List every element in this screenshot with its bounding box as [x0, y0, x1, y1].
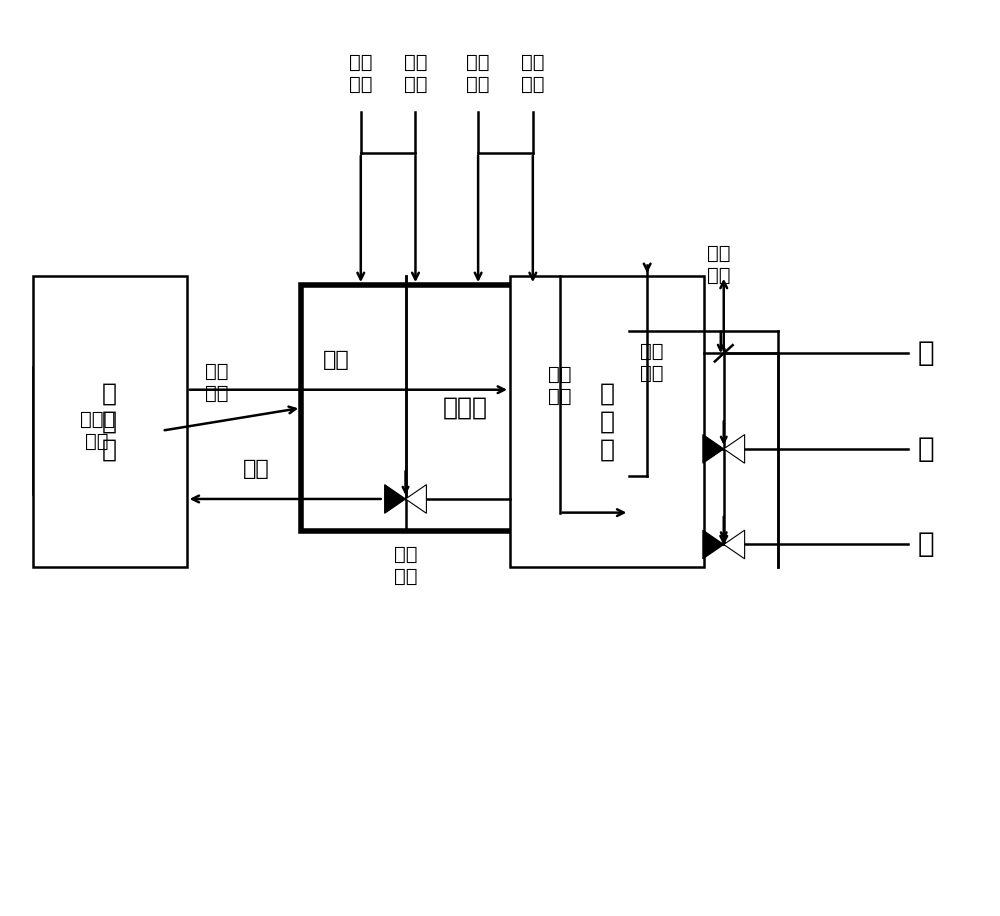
Polygon shape	[703, 530, 724, 559]
Polygon shape	[724, 434, 745, 463]
Text: 室温
监测: 室温 监测	[205, 363, 228, 403]
Bar	[301, 285, 629, 531]
Bar	[510, 276, 704, 567]
Polygon shape	[724, 530, 745, 559]
Text: 目标
水温: 目标 水温	[404, 53, 427, 93]
Text: 水温
控制: 水温 控制	[640, 342, 664, 383]
Bar	[33, 276, 187, 567]
Polygon shape	[385, 485, 406, 513]
Text: 控制器: 控制器	[443, 396, 488, 420]
Text: 室温传
感器: 室温传 感器	[80, 410, 115, 452]
Text: 室外
气温: 室外 气温	[466, 53, 490, 93]
Text: 热
水
源: 热 水 源	[599, 382, 614, 462]
Text: 流量
控制: 流量 控制	[394, 544, 417, 585]
Text: 散
热
器: 散 热 器	[102, 382, 117, 462]
Text: 电: 电	[918, 339, 934, 367]
Text: 水温
监测: 水温 监测	[548, 365, 571, 406]
Polygon shape	[406, 485, 426, 513]
Text: 热水: 热水	[243, 459, 270, 479]
Text: 用能
价格: 用能 价格	[521, 53, 545, 93]
Text: 气: 气	[918, 435, 934, 463]
Bar	[33, 367, 162, 495]
Polygon shape	[703, 434, 724, 463]
Text: 目标
室温: 目标 室温	[349, 53, 373, 93]
Text: 热: 热	[918, 530, 934, 559]
Text: 热源
控制: 热源 控制	[707, 244, 731, 285]
Text: 回水: 回水	[323, 350, 349, 370]
